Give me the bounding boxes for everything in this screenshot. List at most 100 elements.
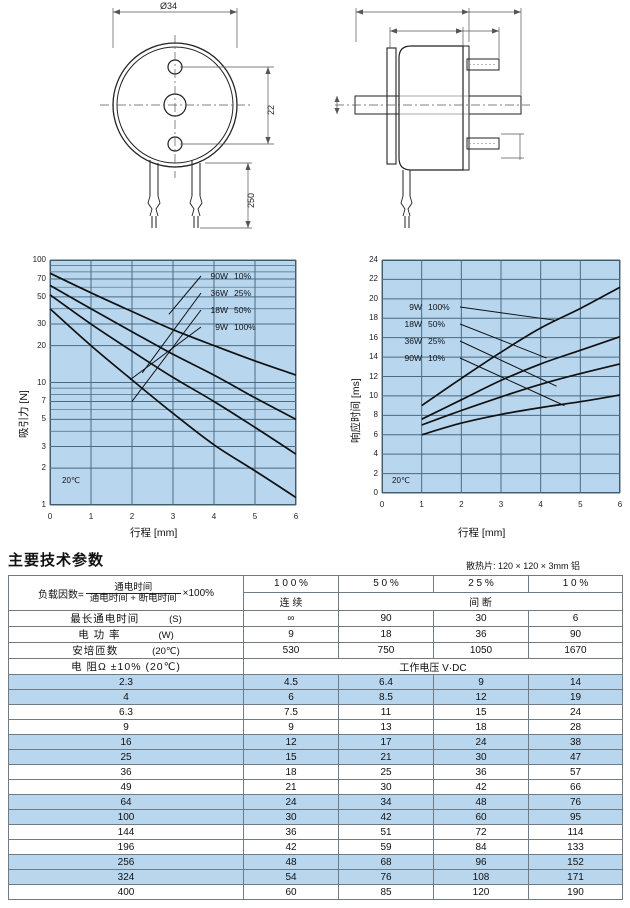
y-tick: 24: [369, 255, 378, 264]
x-tick: 5: [252, 512, 258, 521]
voltage-cell: 108: [433, 869, 529, 885]
legend-power-36W: 36W: [404, 336, 422, 346]
resistance-cell: 4: [8, 689, 244, 705]
legend-power-90W: 90W: [210, 271, 228, 281]
table-row: 49 21 30 42 66: [8, 779, 623, 795]
duty-formula-fraction: 通电时间 通电时间 + 断电时间: [85, 582, 181, 604]
table-row: 25 15 21 30 47: [8, 749, 623, 765]
duty-formula-numerator: 通电时间: [85, 582, 181, 594]
row-label-ampere-turns: 安培匝数 (20℃): [8, 642, 244, 659]
voltage-cell: 48: [243, 854, 339, 870]
y-tick: 70: [37, 273, 46, 283]
voltage-cell: 85: [338, 884, 434, 900]
voltage-cell: 18: [243, 764, 339, 780]
force-chart-curves: [49, 259, 297, 506]
voltage-cell: 36: [243, 824, 339, 840]
voltage-cell: 18: [433, 719, 529, 735]
voltage-cell: 72: [433, 824, 529, 840]
voltage-cell: 15: [433, 704, 529, 720]
voltage-cell: 96: [433, 854, 529, 870]
front-view-svg: [100, 8, 274, 229]
row-unit-text: (20℃): [152, 646, 180, 657]
voltage-cell: 47: [528, 749, 623, 765]
y-tick: 20: [37, 340, 46, 350]
voltage-rows-body: 2.3 4.5 6.4 9 14 4 6 8.5 12 19 6.3 7.5 11 15 24 9 9 13 18 2…: [8, 674, 623, 900]
voltage-cell: 6.4: [338, 674, 434, 690]
x-tick: 0: [47, 512, 53, 521]
y-tick: 10: [37, 377, 46, 387]
legend-duty-100%: 100%: [428, 302, 450, 312]
voltage-cell: 6: [243, 689, 339, 705]
curve-90W-10%: [49, 272, 297, 376]
x-tick: 3: [498, 500, 504, 509]
x-tick: 0: [379, 500, 385, 509]
y-tick: 20: [369, 293, 378, 303]
voltage-cell: 38: [528, 734, 623, 750]
table-row: 2.3 4.5 6.4 9 14: [8, 674, 623, 690]
table-row: 144 36 51 72 114: [8, 824, 623, 840]
voltage-cell: 190: [528, 884, 623, 900]
resistance-cell: 49: [8, 779, 244, 795]
voltage-cell: 17: [338, 734, 434, 750]
voltage-cell: 24: [433, 734, 529, 750]
voltage-cell: 19: [528, 689, 623, 705]
row-unit-text: (W): [158, 630, 174, 641]
x-tick: 2: [129, 512, 135, 521]
voltage-cell: 152: [528, 854, 623, 870]
voltage-cell: 34: [338, 794, 434, 810]
y-tick: 5: [41, 414, 46, 424]
force-stroke-chart: 1 2 3 5 7 10 20 30 50 70 100 0 1 2 3 4 5 6 吸引力 [N] 行程 [mm…: [0, 248, 320, 548]
legend-power-36W: 36W: [210, 288, 228, 298]
table-row: 100 30 42 60 95: [8, 809, 623, 825]
force-chart-y-label: 吸引力 [N]: [18, 390, 30, 438]
x-tick: 2: [459, 500, 464, 509]
voltage-header: 工作电压 V·DC: [243, 658, 623, 675]
y-tick: 12: [369, 371, 378, 381]
table-row: 4 6 8.5 12 19: [8, 689, 623, 705]
voltage-cell: 171: [528, 869, 623, 885]
cell: 1670: [528, 642, 623, 659]
voltage-cell: 13: [338, 719, 434, 735]
cell: 36: [433, 626, 529, 643]
y-tick: 18: [369, 313, 378, 323]
voltage-cell: 60: [243, 884, 339, 900]
dim-lead-250: 250: [246, 192, 256, 208]
curve-18W-50%: [49, 294, 297, 455]
curve-36W-25%: [421, 363, 621, 426]
table-row-duty-header: 负载因数= 通电时间 通电时间 + 断电时间 ×100% 1 0 0 % 5 0…: [8, 575, 623, 611]
voltage-cell: 66: [528, 779, 623, 795]
legend-duty-25%: 25%: [234, 288, 252, 298]
resistance-cell: 196: [8, 839, 244, 855]
response-chart-y-label: 响应时间 [ms]: [350, 378, 362, 443]
voltage-cell: 59: [338, 839, 434, 855]
voltage-cell: 9: [243, 719, 339, 735]
voltage-cell: 11: [338, 704, 434, 720]
voltage-cell: 28: [528, 719, 623, 735]
resistance-cell: 25: [8, 749, 244, 765]
y-tick: 2: [373, 468, 378, 478]
x-tick: 4: [538, 500, 543, 509]
dim-diameter-34: Ø34: [160, 1, 178, 11]
table-row: 6.3 7.5 11 15 24: [8, 704, 623, 720]
front-view-drawing: Ø34 22 250: [0, 0, 315, 240]
response-chart-x-label: 行程 [mm]: [458, 527, 506, 539]
duty-sub-continuous: 连 续: [243, 591, 339, 612]
x-tick: 5: [578, 500, 583, 509]
voltage-cell: 84: [433, 839, 529, 855]
resistance-cell: 16: [8, 734, 244, 750]
legend-duty-100%: 100%: [234, 322, 256, 332]
cell: 1050: [433, 642, 529, 659]
legend-duty-50%: 50%: [428, 319, 446, 329]
voltage-cell: 30: [433, 749, 529, 765]
legend-duty-10%: 10%: [428, 353, 446, 363]
y-tick: 16: [369, 332, 378, 342]
y-tick: 6: [373, 429, 378, 439]
voltage-cell: 12: [243, 734, 339, 750]
voltage-cell: 21: [243, 779, 339, 795]
cell: 9: [243, 626, 339, 643]
legend-power-9W: 9W: [409, 302, 422, 312]
row-label-power: 电 功 率 (W): [8, 626, 244, 643]
duty-col-100: 1 0 0 %: [243, 575, 339, 593]
voltage-cell: 15: [243, 749, 339, 765]
